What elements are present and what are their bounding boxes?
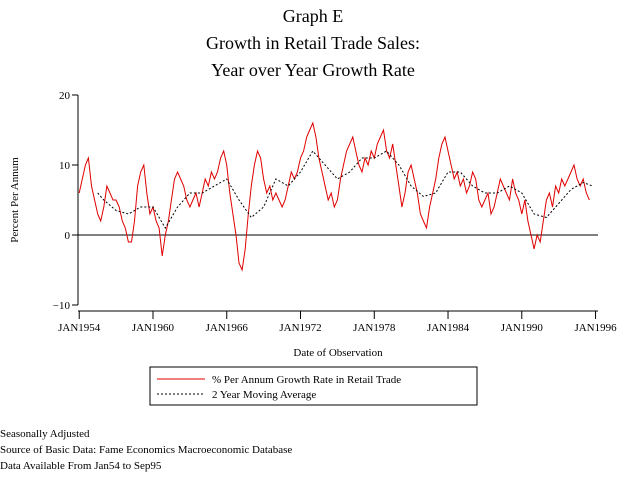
x-tick-label: JAN1972	[279, 322, 321, 334]
y-tick-label: −10	[53, 300, 71, 312]
note: Seasonally Adjusted	[0, 428, 90, 440]
y-tick-label: 0	[65, 230, 71, 242]
chart-title: Graph E	[283, 6, 343, 26]
x-axis-label: Date of Observation	[293, 347, 383, 359]
x-tick-label: JAN1960	[132, 322, 175, 334]
x-tick-label: JAN1978	[353, 322, 396, 334]
legend: % Per Annum Growth Rate in Retail Trade 2…	[157, 374, 401, 401]
legend-label: 2 Year Moving Average	[212, 389, 316, 401]
series-line	[97, 150, 593, 229]
x-tick-label: JAN1954	[58, 322, 101, 334]
x-tick-label: JAN1966	[206, 322, 249, 334]
x-tick-label: JAN1984	[427, 322, 470, 334]
y-tick-label: 20	[59, 90, 71, 102]
y-tick-label: 10	[59, 160, 71, 172]
chart-title: Growth in Retail Trade Sales:	[206, 33, 420, 53]
note: Data Available From Jan54 to Sep95	[0, 460, 162, 472]
legend-box	[149, 366, 478, 406]
y-axis-label: Percent Per Annum	[9, 157, 21, 243]
legend-label: % Per Annum Growth Rate in Retail Trade	[212, 374, 401, 386]
note: Source of Basic Data: Fame Economics Mac…	[0, 444, 292, 456]
chart-title: Year over Year Growth Rate	[211, 60, 415, 80]
x-tick-label: JAN1990	[501, 322, 544, 334]
series-line	[78, 121, 590, 272]
x-tick-label: JAN1996	[574, 322, 617, 334]
